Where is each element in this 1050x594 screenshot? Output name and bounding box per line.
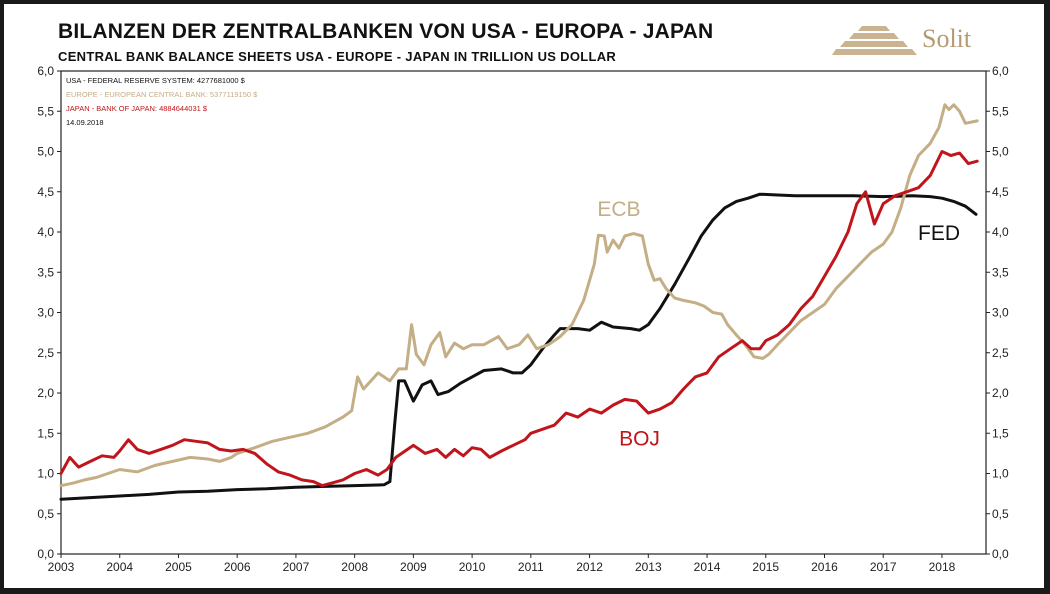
x-tick-label: 2009 — [400, 560, 427, 574]
y-tick-label-right: 0,5 — [992, 507, 1009, 521]
x-tick-label: 2017 — [870, 560, 897, 574]
x-tick-label: 2008 — [341, 560, 368, 574]
x-tick-label: 2012 — [576, 560, 603, 574]
y-tick-label-right: 2,0 — [992, 386, 1009, 400]
y-tick-label: 6,0 — [37, 64, 54, 78]
series-line-ecb — [59, 103, 979, 488]
y-tick-label-right: 4,0 — [992, 225, 1009, 239]
series-line-boj — [59, 150, 979, 488]
y-tick-label: 2,5 — [37, 346, 54, 360]
y-tick-label-right: 1,0 — [992, 467, 1009, 481]
x-axis: 2003 2004 2005 2006 2007 2008 2009 2010 2011 2012… — [48, 554, 956, 574]
y-tick-label: 1,5 — [37, 426, 54, 440]
legend-entry: JAPAN - BANK OF JAPAN: 4884644031 $ — [66, 104, 208, 113]
y-axis-left: 0,0 0,5 1,0 1,5 2,0 2,5 3,0 3,5 4,0 4,5 5,0 5,5 6,0 — [37, 64, 61, 561]
legend-entry: USA - FEDERAL RESERVE SYSTEM: 4277681000… — [66, 76, 246, 85]
legend: USA - FEDERAL RESERVE SYSTEM: 4277681000… — [66, 76, 258, 127]
annotation-ecb: ECB — [597, 198, 640, 221]
chart-title: BILANZEN DER ZENTRALBANKEN VON USA - EUR… — [58, 20, 714, 43]
series-line-fed — [59, 192, 978, 501]
legend-date: 14.09.2018 — [66, 118, 104, 127]
x-tick-label: 2013 — [635, 560, 662, 574]
y-tick-label: 3,0 — [37, 306, 54, 320]
solit-pyramid-logo-icon — [832, 26, 917, 55]
y-tick-label-right: 1,5 — [992, 426, 1009, 440]
x-tick-label: 2015 — [752, 560, 779, 574]
y-axis-right: 0,0 0,5 1,0 1,5 2,0 2,5 3,0 3,5 4,0 4,5 5,0 5,5 6,0 — [986, 64, 1009, 561]
x-tick-label: 2018 — [929, 560, 956, 574]
x-tick-label: 2010 — [459, 560, 486, 574]
y-tick-label-right: 2,5 — [992, 346, 1009, 360]
y-tick-label: 0,5 — [37, 507, 54, 521]
y-tick-label-right: 5,0 — [992, 145, 1009, 159]
y-tick-label: 2,0 — [37, 386, 54, 400]
y-tick-label: 5,0 — [37, 145, 54, 159]
y-tick-label: 1,0 — [37, 467, 54, 481]
annotation-fed: FED — [918, 222, 960, 245]
annotation-boj: BOJ — [619, 427, 660, 450]
y-tick-label-right: 0,0 — [992, 547, 1009, 561]
x-tick-label: 2003 — [48, 560, 75, 574]
y-tick-label-right: 4,5 — [992, 185, 1009, 199]
legend-entry: EUROPE - EUROPEAN CENTRAL BANK: 53771191… — [66, 90, 258, 99]
x-tick-label: 2014 — [694, 560, 721, 574]
y-tick-label: 5,5 — [37, 104, 54, 118]
x-tick-label: 2004 — [106, 560, 133, 574]
y-tick-label-right: 5,5 — [992, 104, 1009, 118]
x-tick-label: 2011 — [518, 560, 544, 574]
series-lines — [59, 103, 979, 501]
series-annotations: ECB BOJ FED — [597, 198, 960, 450]
plot-area — [60, 70, 987, 555]
y-tick-label: 0,0 — [37, 547, 54, 561]
y-tick-label-right: 3,5 — [992, 265, 1009, 279]
y-tick-label-right: 3,0 — [992, 306, 1009, 320]
x-tick-label: 2005 — [165, 560, 192, 574]
y-tick-label: 4,5 — [37, 185, 54, 199]
chart-subtitle: CENTRAL BANK BALANCE SHEETS USA - EUROPE… — [58, 49, 617, 64]
x-tick-label: 2007 — [283, 560, 310, 574]
logo-text: Solit — [922, 24, 972, 53]
y-tick-label: 3,5 — [37, 265, 54, 279]
x-tick-label: 2016 — [811, 560, 838, 574]
x-tick-label: 2006 — [224, 560, 251, 574]
y-tick-label-right: 6,0 — [992, 64, 1009, 78]
y-tick-label: 4,0 — [37, 225, 54, 239]
